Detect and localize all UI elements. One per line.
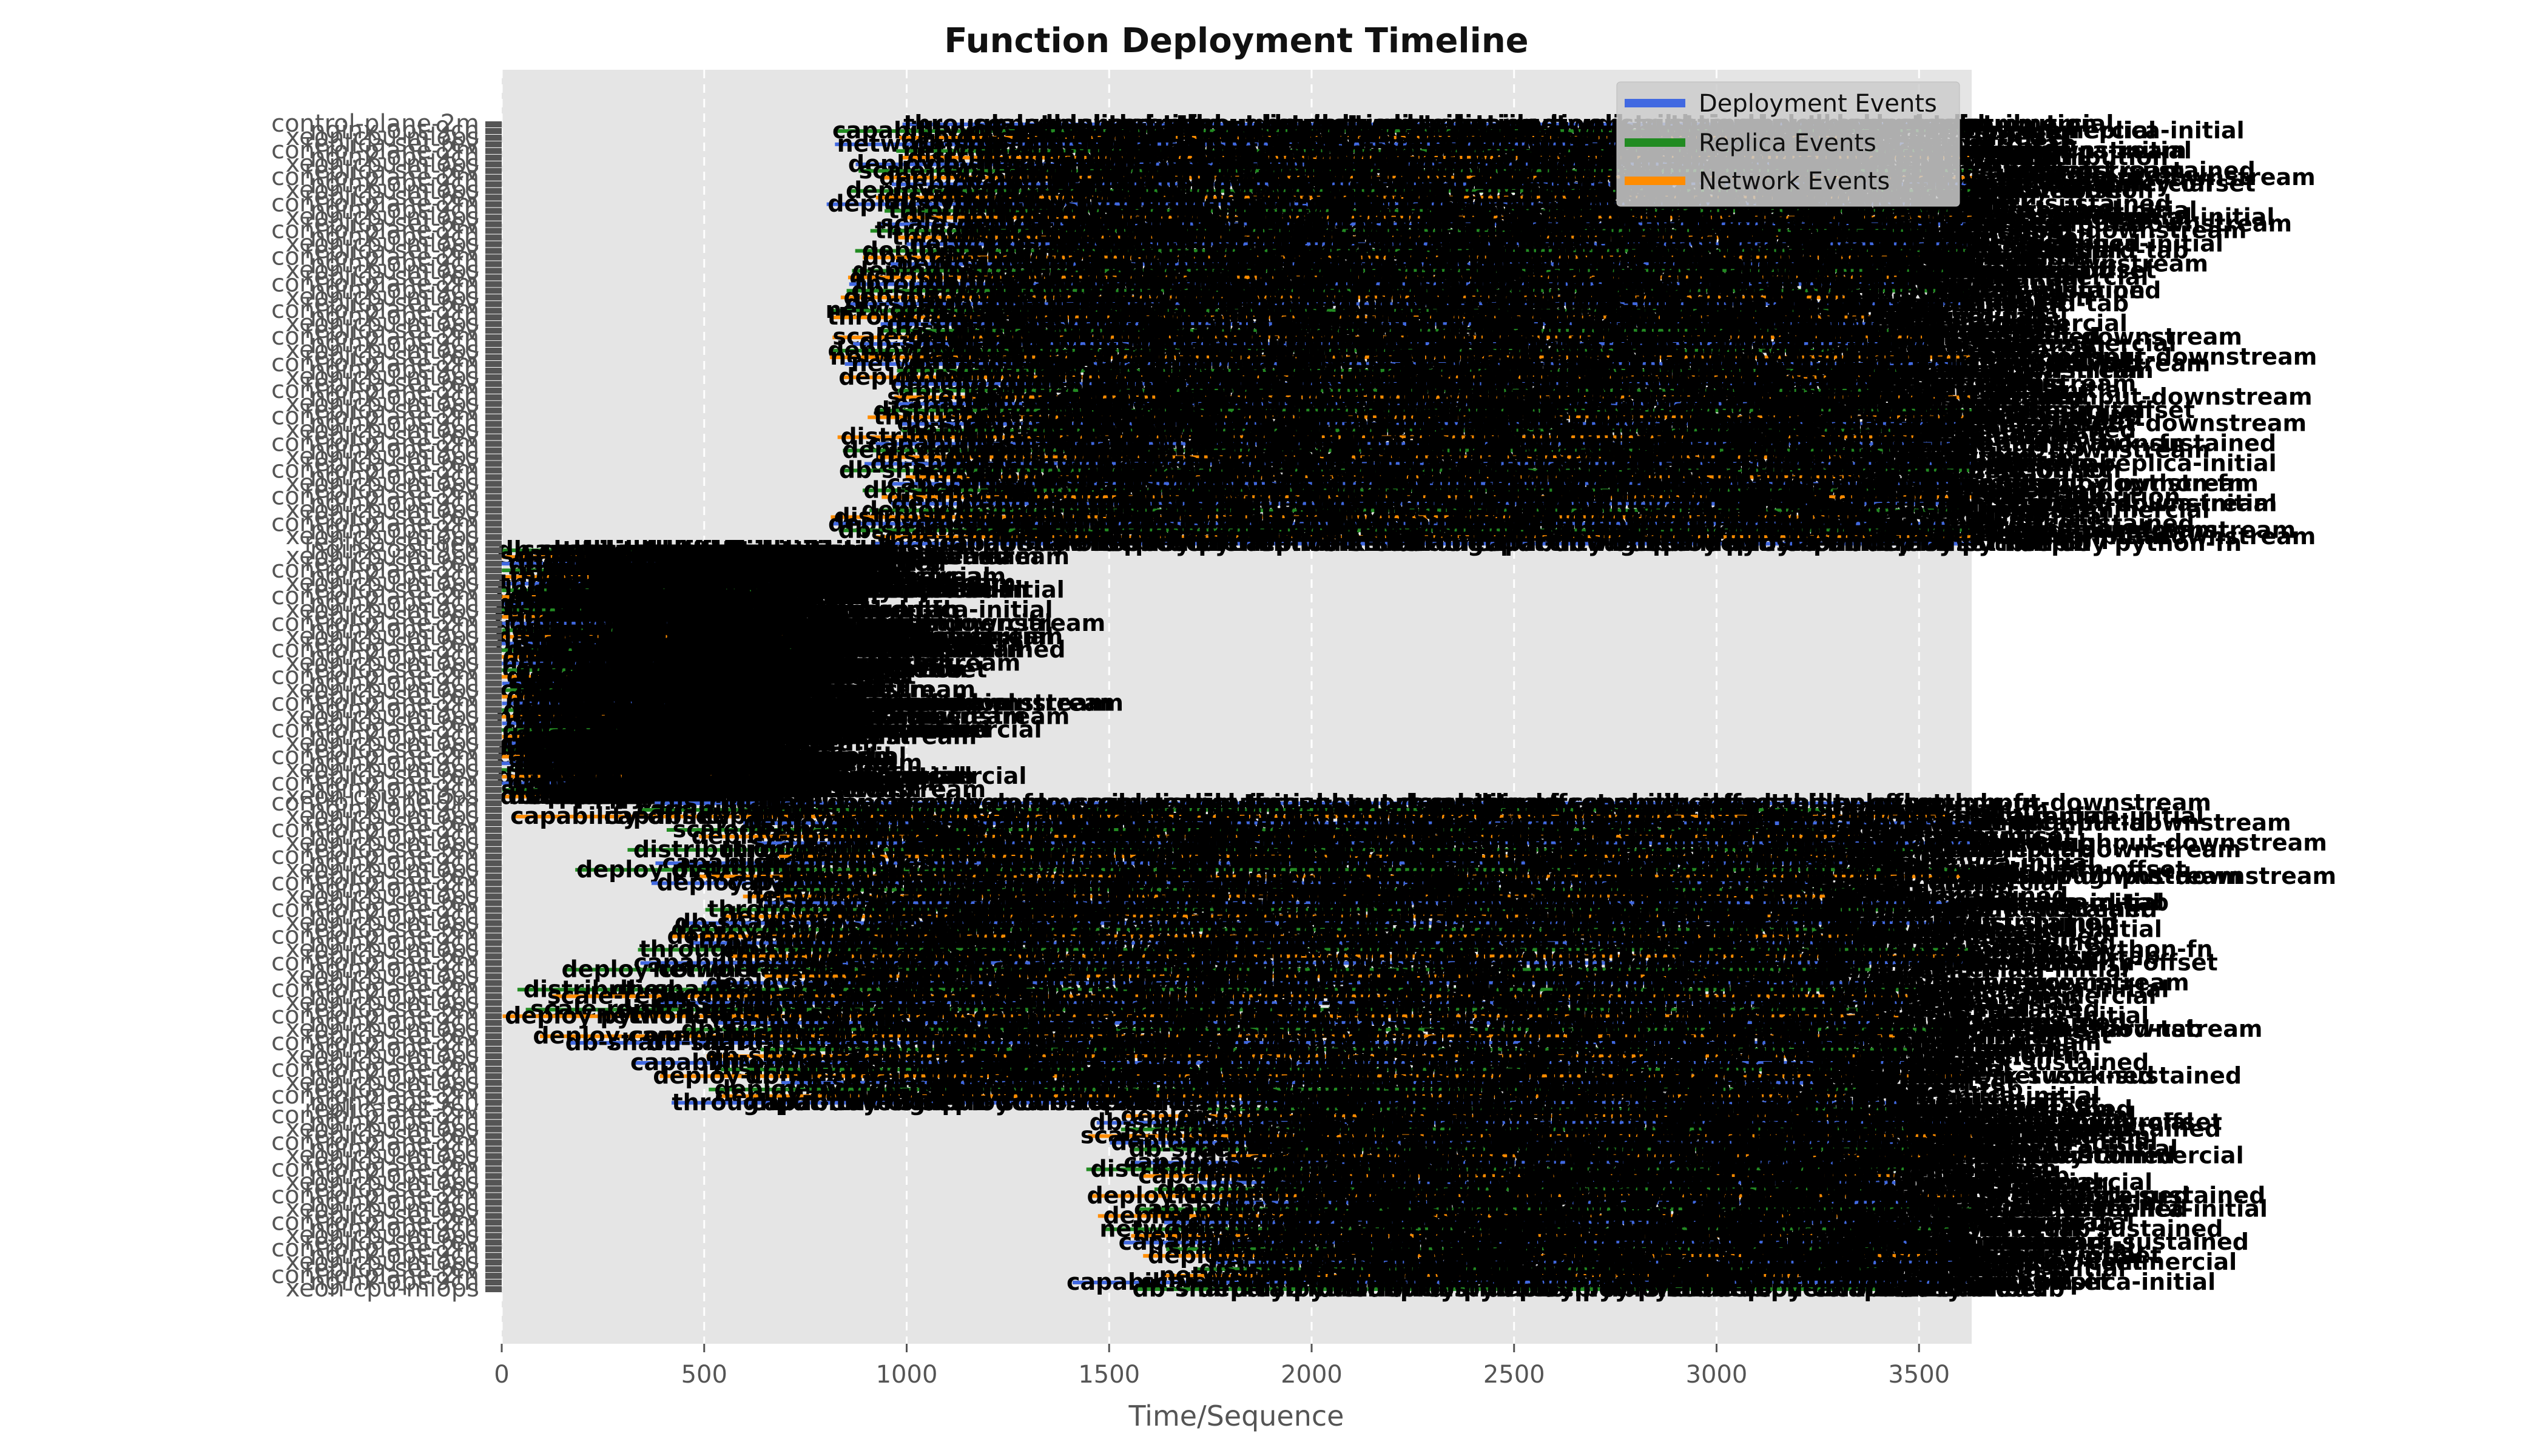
event-label: deploy-commercial: [1966, 170, 2213, 197]
function-label: xeon-cpu-mlops: [286, 1275, 479, 1303]
event-label: capability-offset: [2044, 170, 2256, 197]
x-tick-label: 3000: [1686, 1361, 1748, 1389]
event-label: distribution: [2016, 144, 2168, 170]
event-label: deploy python-fn: [2019, 530, 2242, 556]
legend: Deployment Events Replica Events Network…: [1616, 81, 1960, 207]
event-label: db-shard-tab: [1896, 1275, 2064, 1302]
x-tick-label: 1500: [1078, 1361, 1140, 1389]
event-label: throughput-downstream: [1997, 164, 2316, 190]
event-label: scale-replica-initial: [1943, 137, 2192, 164]
function-labels: control-plane-2mnginx-opt-9chxeon-cpu-ml…: [271, 110, 502, 1303]
legend-label-deployment: Deployment Events: [1699, 90, 1937, 118]
x-tick-label: 1000: [876, 1361, 938, 1389]
chart-title: Function Deployment Timeline: [944, 21, 1528, 61]
x-axis-label: Time/Sequence: [1128, 1400, 1344, 1432]
event-label: network-sustained: [2012, 157, 2256, 184]
legend-label-network: Network Events: [1699, 167, 1890, 195]
plot-area: [502, 70, 1972, 1344]
x-tick-label: 2500: [1483, 1361, 1545, 1389]
event-label: scale-replica-initial: [1996, 117, 2245, 144]
x-tick-label: 2000: [1281, 1361, 1343, 1389]
timeline-rows: throughput-downstreamscale-replica-initi…: [494, 110, 2336, 1302]
legend-label-replica: Replica Events: [1699, 129, 1876, 157]
timeline-row: throughput-downstreamcapability-offsetsc…: [871, 530, 2242, 556]
x-tick-label: 3500: [1888, 1361, 1950, 1389]
x-tick-label: 0: [494, 1361, 509, 1389]
x-tick-label: 500: [681, 1361, 727, 1389]
